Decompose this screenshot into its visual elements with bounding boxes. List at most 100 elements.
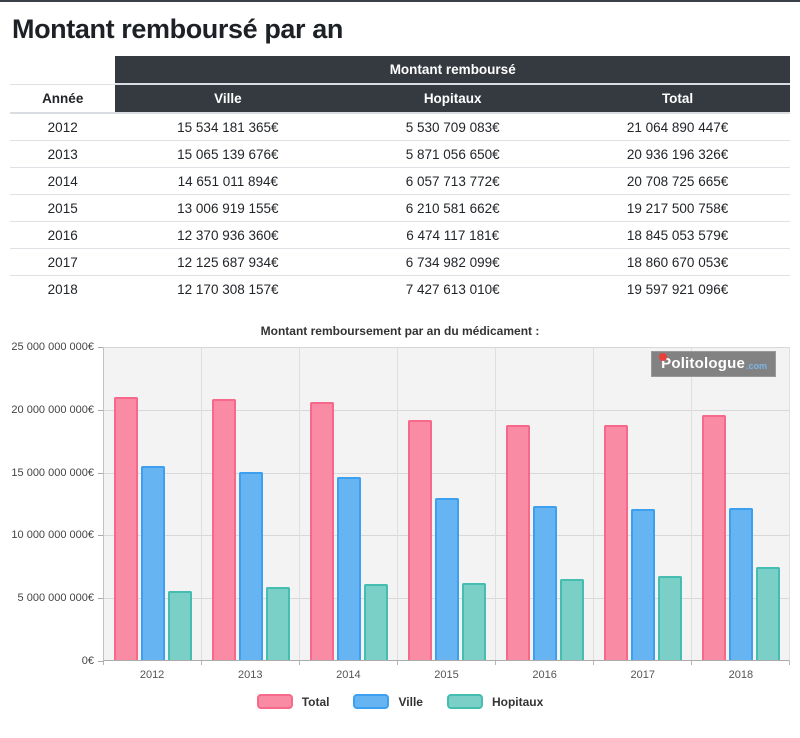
y-tick-label: 0€	[81, 655, 94, 667]
bar-group-2015	[398, 348, 496, 660]
value-cell: 18 845 053 579€	[565, 221, 790, 249]
chart-legend: Total Ville Hopitaux	[10, 694, 790, 709]
year-cell: 2014	[10, 167, 116, 195]
value-cell: 19 217 500 758€	[565, 194, 790, 222]
legend-swatch-hopitaux	[446, 694, 483, 709]
legend-label: Ville	[398, 694, 423, 709]
y-tick-label: 5 000 000 000€	[17, 592, 94, 605]
y-tick-mark	[98, 661, 103, 662]
bar-group-2018	[692, 348, 789, 660]
table-row: 2016 12 370 936 360€ 6 474 117 181€ 18 845 …	[10, 221, 790, 249]
year-cell: 2015	[10, 194, 116, 222]
plot-area: Politologue .com	[103, 347, 790, 661]
bar-ville-2013	[238, 472, 263, 660]
bar-total-2016	[505, 424, 530, 660]
x-tick-label: 2018	[728, 669, 754, 681]
bar-hopitaux-2015	[461, 582, 486, 660]
bar-hopitaux-2017	[657, 575, 682, 660]
x-tick-mark	[398, 661, 496, 665]
legend-item-hopitaux[interactable]: Hopitaux	[446, 694, 544, 709]
legend-item-total[interactable]: Total	[256, 694, 330, 709]
y-tick-mark	[98, 409, 103, 411]
bar-total-2014	[309, 401, 334, 660]
value-cell: 7 427 613 010€	[340, 275, 566, 302]
bar-groups	[104, 348, 789, 660]
year-cell: 2012	[47, 119, 78, 135]
x-tick-label: 2016	[532, 669, 557, 681]
table-head: Montant remboursé Année Ville Hopitaux T…	[10, 56, 790, 114]
bar-ville-2018	[728, 508, 753, 660]
x-tick-mark	[300, 661, 398, 665]
page: Montant remboursé par an Montant rembour…	[0, 14, 800, 709]
chart-title: Montant remboursement par an du médicame…	[260, 324, 540, 338]
y-tick-mark	[98, 535, 103, 537]
bar-ville-2015	[434, 497, 459, 660]
value-cell: 18 860 670 053€	[565, 248, 790, 276]
value-cell: 13 006 919 155€	[115, 194, 341, 222]
table-row: 2014 14 651 011 894€ 6 057 713 772€ 20 708 …	[10, 167, 790, 195]
legend-item-ville[interactable]: Ville	[353, 694, 423, 709]
legend-label: Total	[301, 694, 330, 709]
year-cell: 2018	[10, 275, 116, 302]
blank-corner-cell	[10, 56, 116, 85]
table-row: 2013 15 065 139 676€ 5 871 056 650€ 20 936 …	[10, 140, 790, 168]
bar-hopitaux-2016	[559, 579, 584, 660]
value-cell: 19 597 921 096€	[565, 275, 790, 302]
value-cell: 6 474 117 181€	[340, 221, 566, 249]
table-row: 2015 13 006 919 155€ 6 210 581 662€ 19 217 …	[10, 194, 790, 222]
value-cell: 15 534 181 365€	[177, 119, 279, 135]
value-cell: 12 370 936 360€	[115, 221, 341, 249]
y-tick-mark	[98, 472, 103, 474]
x-axis-ticks	[103, 661, 790, 665]
watermark-tld: .com	[745, 361, 767, 372]
year-cell: 2017	[10, 248, 116, 276]
bar-ville-2016	[532, 505, 557, 660]
value-cell: 6 057 713 772€	[340, 167, 566, 195]
x-tick-mark	[103, 661, 202, 665]
value-cell: 6 210 581 662€	[340, 194, 566, 222]
x-tick-mark	[692, 661, 790, 665]
bar-total-2013	[211, 398, 236, 660]
gridline	[104, 472, 789, 474]
watermark-dot-icon	[659, 353, 668, 361]
legend-label: Hopitaux	[491, 694, 544, 709]
x-tick-label: 2015	[434, 669, 459, 681]
value-cell: 6 734 982 099€	[340, 248, 566, 276]
value-cell: 20 936 196 326€	[565, 140, 790, 168]
value-cell: 15 065 139 676€	[115, 140, 341, 168]
x-tick-label: 2017	[630, 669, 656, 681]
col-header-ville: Ville	[115, 84, 341, 114]
y-tick-label: 20 000 000 000€	[11, 403, 94, 416]
value-cell: 21 064 890 447€	[626, 119, 729, 135]
y-axis: 0€ 5 000 000 000€ 10 000 000 000€ 15 000 00…	[10, 341, 103, 667]
bar-hopitaux-2012	[167, 590, 192, 660]
bar-group-2016	[496, 348, 594, 660]
bar-group-2014	[300, 348, 398, 660]
watermark-text: Politologue	[661, 355, 745, 372]
x-tick-label: 2014	[336, 669, 361, 681]
watermark-badge: Politologue .com	[651, 351, 776, 378]
page-title: Montant remboursé par an	[12, 14, 343, 44]
value-cell: 14 651 011 894€	[115, 167, 341, 195]
x-tick-label: 2013	[237, 669, 263, 681]
x-tick-mark	[496, 661, 594, 665]
value-cell: 20 708 725 665€	[565, 167, 790, 195]
value-cell: 5 530 709 083€	[405, 119, 500, 135]
gridline	[104, 410, 789, 412]
bar-total-2015	[407, 420, 432, 660]
x-tick-mark	[202, 661, 300, 665]
bar-group-2012	[104, 348, 202, 660]
bar-ville-2014	[336, 477, 361, 660]
year-cell: 2016	[10, 221, 116, 249]
bar-total-2017	[603, 424, 628, 660]
col-header-hopitaux: Hopitaux	[340, 84, 566, 114]
x-tick-label: 2012	[139, 669, 165, 681]
legend-swatch-ville	[353, 694, 390, 709]
watermark-brand: Politologue	[659, 353, 745, 372]
bar-group-2017	[594, 348, 692, 660]
bar-hopitaux-2013	[265, 586, 290, 660]
y-tick-label: 15 000 000 000€	[11, 466, 94, 479]
x-tick-mark	[594, 661, 692, 665]
col-header-total: Total	[565, 84, 790, 114]
bar-ville-2017	[630, 508, 655, 660]
